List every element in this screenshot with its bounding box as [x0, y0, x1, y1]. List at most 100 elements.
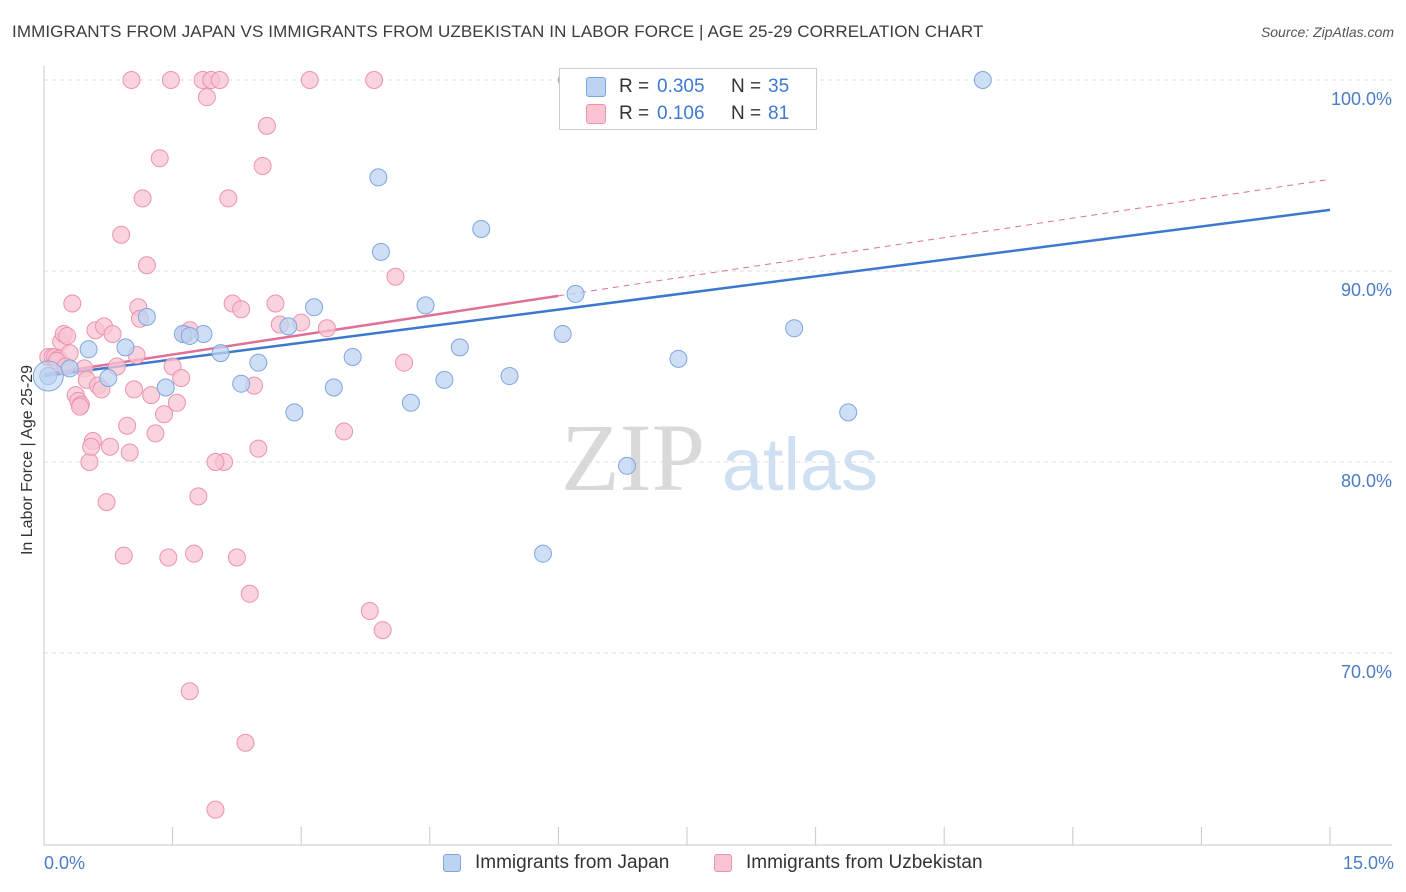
- uzbekistan-point: [82, 437, 101, 456]
- uzbekistan-point: [317, 319, 336, 338]
- legend-n-label: N =: [731, 103, 762, 124]
- legend-r-label: R =: [619, 76, 650, 97]
- x-axis-min-label: 0.0%: [44, 853, 86, 873]
- uzbekistan-point: [180, 682, 199, 701]
- japan-point: [450, 338, 469, 357]
- uzbekistan-point: [150, 149, 169, 168]
- legend-r-value-uzbekistan: 0.106: [657, 103, 705, 124]
- uzbekistan-point: [395, 353, 414, 372]
- source-label: Source: ZipAtlas.com: [1260, 24, 1394, 40]
- uzbekistan-point: [142, 386, 161, 405]
- uzbekistan-point: [137, 256, 156, 275]
- japan-point: [785, 319, 804, 338]
- uzbekistan-point: [97, 493, 116, 512]
- japan-point: [553, 325, 572, 344]
- japan-point: [472, 219, 491, 238]
- japan-point: [180, 326, 199, 345]
- uzbekistan-point: [80, 453, 99, 471]
- uzbekistan-point: [266, 294, 285, 313]
- uzbekistan-point: [210, 71, 229, 89]
- uzbekistan-points: [39, 71, 414, 819]
- series-swatch-japan: [443, 854, 461, 872]
- series-label-japan: Immigrants from Japan: [475, 852, 670, 873]
- japan-point: [533, 544, 552, 563]
- legend-row-japan: R = 0.305 N = 35: [560, 74, 818, 100]
- japan-point: [211, 344, 230, 363]
- axes: [43, 66, 1392, 846]
- uzbekistan-point: [257, 116, 276, 135]
- legend-n-value-japan: 35: [768, 76, 790, 97]
- japan-point: [279, 317, 298, 336]
- legend-r-label: R =: [619, 103, 650, 124]
- uzbekistan-point: [63, 294, 82, 313]
- uzbekistan-point: [249, 439, 268, 458]
- japan-point: [435, 370, 454, 389]
- uzbekistan-point: [386, 267, 405, 286]
- y-tick-label: 80.0%: [1341, 471, 1392, 491]
- japan-point: [232, 374, 251, 393]
- correlation-legend: R = 0.305 N = 35 R = 0.106 N = 81: [559, 68, 817, 130]
- uzbekistan-point: [300, 71, 319, 89]
- trend-line-uzbekistan: [43, 294, 559, 376]
- japan-point: [369, 168, 388, 187]
- trend-line-uzbekistan-projection: [558, 178, 1331, 297]
- uzbekistan-point: [71, 397, 90, 416]
- japan-point: [401, 393, 420, 412]
- japan-point: [973, 71, 992, 89]
- japan-point: [249, 353, 268, 372]
- uzbekistan-point: [206, 453, 225, 471]
- trend-lines: [43, 178, 1331, 378]
- uzbekistan-point: [114, 546, 133, 565]
- japan-point: [305, 298, 324, 317]
- japan-point: [500, 367, 519, 386]
- uzbekistan-point: [172, 368, 191, 387]
- uzbekistan-point: [236, 733, 255, 752]
- series-legend-uzbekistan[interactable]: Immigrants from Uzbekistan: [714, 852, 983, 874]
- japan-point: [324, 378, 343, 397]
- uzbekistan-point: [155, 405, 174, 424]
- uzbekistan-point: [232, 300, 251, 319]
- uzbekistan-point: [206, 800, 225, 819]
- y-tick-label: 90.0%: [1341, 280, 1392, 300]
- uzbekistan-point: [365, 71, 384, 89]
- uzbekistan-point: [253, 156, 272, 175]
- japan-point: [137, 307, 156, 326]
- legend-swatch-japan: [586, 77, 606, 97]
- legend-n-label: N =: [731, 76, 762, 97]
- watermark-atlas: atlas: [722, 423, 878, 506]
- japan-point: [116, 338, 135, 357]
- trend-line-japan: [43, 208, 1331, 378]
- uzbekistan-point: [373, 621, 392, 640]
- uzbekistan-point: [122, 71, 141, 89]
- uzbekistan-point: [197, 88, 216, 107]
- uzbekistan-point: [120, 443, 139, 462]
- uzbekistan-point: [112, 225, 131, 244]
- uzbekistan-point: [335, 422, 354, 441]
- uzbekistan-point: [189, 487, 208, 506]
- uzbekistan-point: [101, 437, 120, 456]
- japan-point: [285, 403, 304, 422]
- uzbekistan-point: [219, 189, 238, 208]
- x-axis-max-label: 15.0%: [1342, 853, 1394, 873]
- uzbekistan-point: [240, 584, 259, 603]
- japan-point: [156, 378, 175, 397]
- japan-point: [839, 403, 858, 422]
- uzbekistan-point: [133, 189, 152, 208]
- y-tick-label: 70.0%: [1341, 662, 1392, 682]
- uzbekistan-point: [161, 71, 180, 89]
- japan-point: [566, 284, 585, 303]
- japan-point-cluster: [32, 360, 64, 392]
- gridlines: [44, 79, 1392, 654]
- uzbekistan-point: [167, 393, 186, 412]
- uzbekistan-point: [185, 544, 204, 563]
- watermark-zip: ZIP: [561, 404, 705, 511]
- japan-point: [60, 359, 79, 378]
- legend-row-uzbekistan: R = 0.106 N = 81: [560, 101, 818, 127]
- uzbekistan-point: [159, 548, 178, 567]
- japan-point: [99, 368, 118, 387]
- japan-point: [669, 349, 688, 368]
- y-tick-labels: 100.0% 90.0% 80.0% 70.0%: [1331, 89, 1392, 682]
- series-legend-japan[interactable]: Immigrants from Japan: [443, 852, 669, 874]
- watermark: ZIP atlas: [561, 404, 878, 511]
